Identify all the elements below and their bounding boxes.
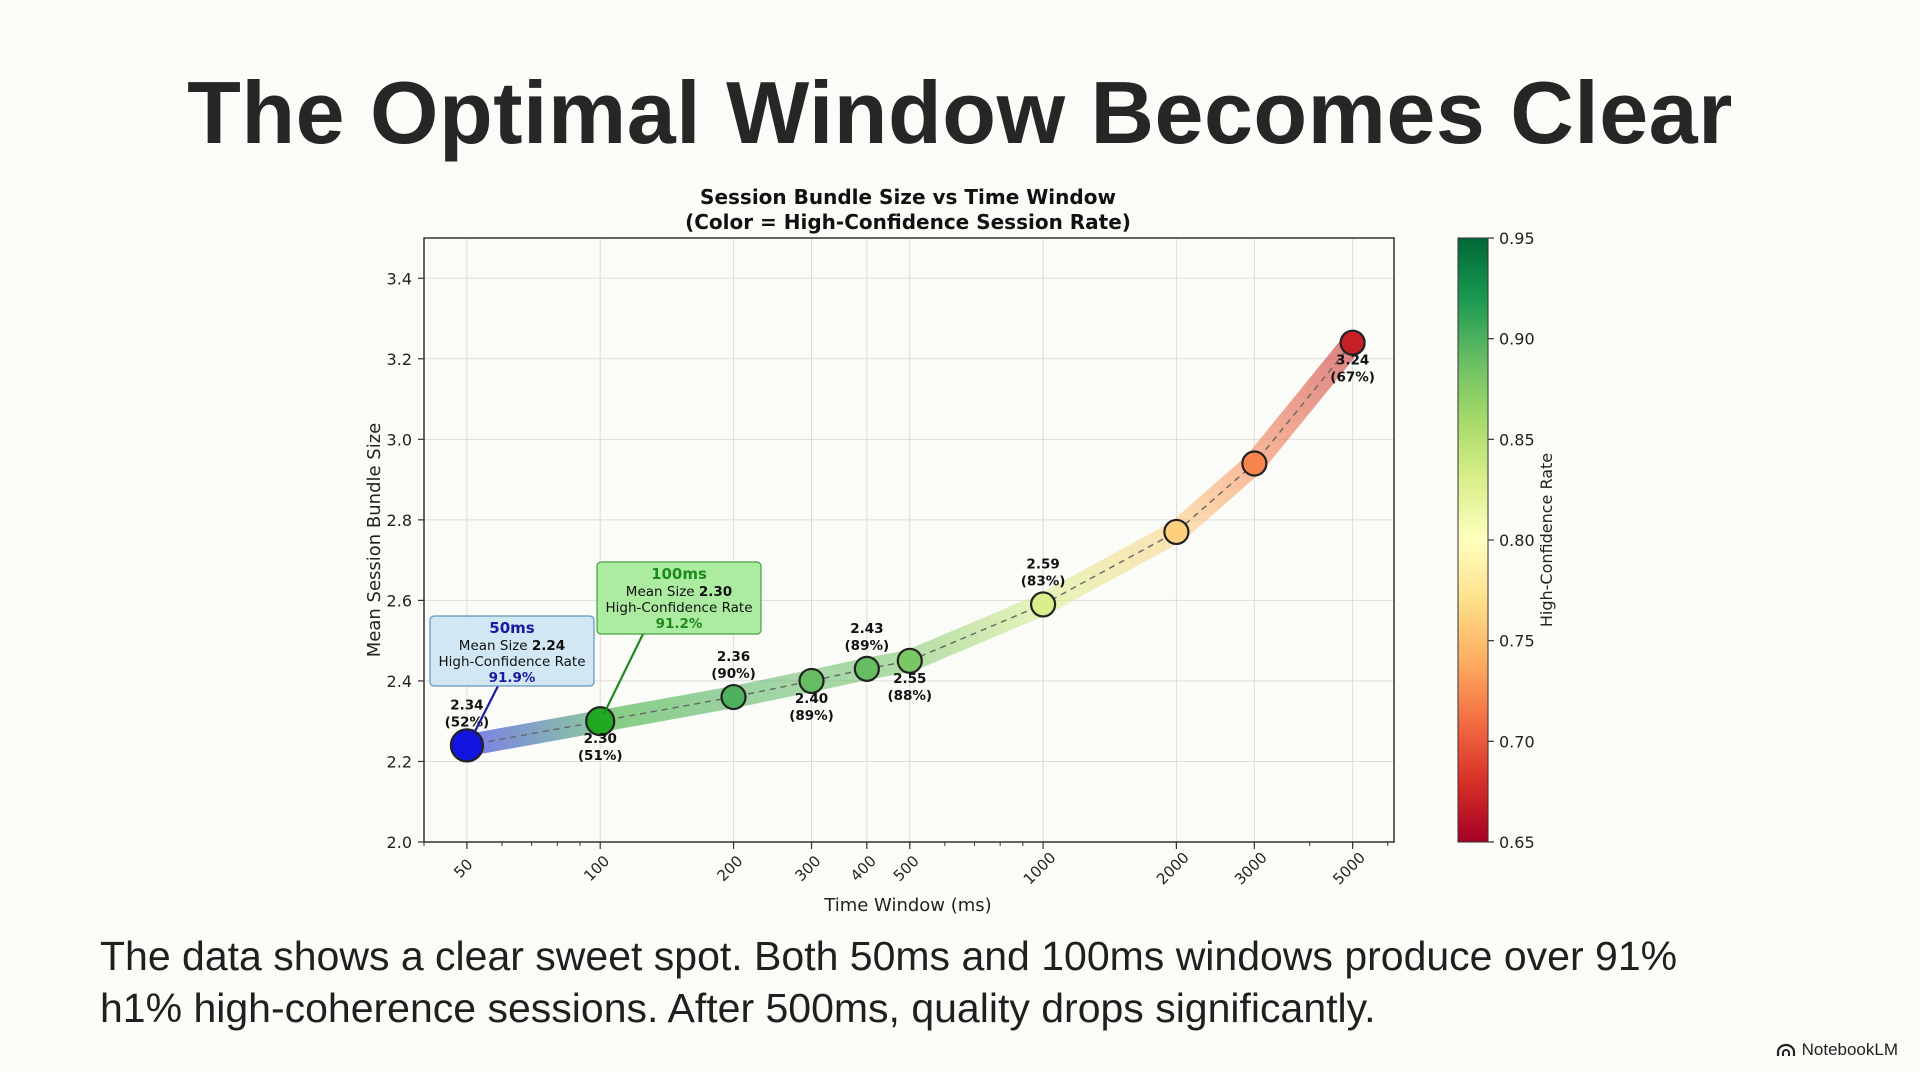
caption-line-2: h1% high-coherence sessions. After 500ms… — [100, 985, 1376, 1031]
data-label-rate: (89%) — [789, 708, 834, 724]
slide-title: The Optimal Window Becomes Clear — [187, 63, 1733, 162]
annotation-rate-value: 91.9% — [489, 670, 536, 686]
colorbar-tick-label: 0.75 — [1499, 632, 1535, 651]
data-label-rate: (90%) — [711, 666, 756, 682]
y-tick-label: 2.4 — [387, 672, 412, 691]
x-tick-label: 500 — [890, 852, 923, 885]
x-tick-label: 3000 — [1231, 849, 1271, 889]
x-tick-label: 200 — [714, 852, 747, 885]
data-point — [798, 667, 825, 695]
annotation-arrow — [471, 685, 499, 736]
annotation-rate-value: 91.2% — [656, 616, 703, 632]
annotation-box — [596, 561, 762, 635]
annotation-rate-label: High-Confidence Rate — [438, 654, 585, 670]
y-tick-label: 3.2 — [387, 350, 412, 369]
data-label-rate: (83%) — [1021, 573, 1066, 589]
data-label-rate: (88%) — [887, 688, 932, 704]
data-label-rate: (67%) — [1330, 370, 1375, 386]
data-point — [853, 655, 880, 682]
data-label-value: 2.30 — [584, 731, 617, 747]
x-axis-label: Time Window (ms) — [823, 895, 991, 916]
data-label-rate: (51%) — [578, 748, 623, 764]
annotation-mean-size: Mean Size 2.24 — [459, 638, 565, 654]
data-label-value: 2.36 — [717, 649, 750, 665]
caption-line-1: The data shows a clear sweet spot. Both … — [100, 933, 1678, 979]
annotation-title: 50ms — [489, 619, 535, 637]
data-point — [585, 706, 616, 737]
trend-line — [466, 342, 1354, 747]
colorbar — [1457, 237, 1489, 843]
data-label-value: 3.24 — [1336, 353, 1369, 369]
annotation-box — [429, 615, 595, 687]
colorbar-tick-label: 0.65 — [1499, 833, 1535, 852]
annotation-mean-size-value: 2.24 — [532, 638, 565, 654]
annotation-mean-size-value: 2.30 — [699, 584, 732, 600]
notebooklm-logo-icon — [1776, 1043, 1796, 1057]
x-tick-label: 300 — [792, 852, 825, 885]
data-label-rate: (89%) — [845, 638, 890, 654]
data-point — [1029, 591, 1057, 618]
x-tick-label: 5000 — [1329, 849, 1369, 889]
data-point — [449, 728, 485, 763]
y-tick-label: 3.0 — [387, 430, 412, 449]
data-label-value: 2.59 — [1026, 556, 1059, 572]
x-tick-label: 400 — [847, 852, 880, 885]
data-label-value: 2.40 — [795, 691, 828, 707]
data-point — [896, 647, 923, 674]
data-point — [1241, 450, 1268, 477]
x-tick-label: 2000 — [1153, 849, 1193, 889]
y-tick-label: 2.2 — [387, 752, 412, 771]
axes: 2.0 2.2 2.4 2.6 2.8 3.0 3.2 3.4 50 100 200 300 400 50… — [387, 269, 1389, 889]
colorbar-tick-label: 0.85 — [1499, 430, 1535, 449]
colorbar-tick-label: 0.80 — [1499, 531, 1535, 550]
x-tick-label: 100 — [580, 852, 613, 885]
data-point — [720, 683, 747, 711]
brand-badge: NotebookLM — [1776, 1040, 1898, 1060]
annotation-arrow — [603, 633, 644, 714]
y-tick-label: 2.8 — [387, 511, 412, 530]
y-axis-label: Mean Session Bundle Size — [364, 423, 385, 658]
brand-name: NotebookLM — [1801, 1040, 1898, 1059]
colorbar-tick-label: 0.95 — [1499, 229, 1535, 248]
grid — [424, 238, 1394, 843]
chart-title: Session Bundle Size vs Time Window — [700, 185, 1116, 209]
x-tick-label: 1000 — [1020, 849, 1060, 889]
colorbar-tick-label: 0.70 — [1499, 732, 1535, 751]
x-tick-label: 50 — [450, 855, 476, 881]
data-label-value: 2.55 — [893, 671, 926, 687]
y-tick-label: 2.0 — [387, 833, 412, 852]
data-label-value: 2.43 — [850, 621, 883, 637]
data-point — [1339, 329, 1366, 356]
colorbar-axis: 0.65 0.70 0.75 0.80 0.85 0.90 0.95 — [1488, 229, 1535, 852]
chart-subtitle: (Color = High-Confidence Session Rate) — [685, 210, 1131, 234]
data-points — [449, 329, 1366, 763]
plot-area-frame — [423, 237, 1395, 843]
colorbar-tick-label: 0.90 — [1499, 330, 1535, 349]
annotation-title: 100ms — [651, 565, 707, 583]
annotation-mean-size: Mean Size 2.30 — [626, 584, 732, 600]
data-point — [1163, 518, 1190, 546]
slide-caption: The data shows a clear sweet spot. Both … — [100, 930, 1860, 1034]
y-tick-label: 3.4 — [387, 269, 412, 288]
data-labels: 2.34(52%)2.30(51%)2.36(90%)2.40(89%)2.43… — [445, 353, 1375, 765]
annotation-rate-label: High-Confidence Rate — [605, 600, 752, 616]
colorbar-label: High-Confidence Rate — [1537, 453, 1556, 627]
data-label-value: 2.34 — [450, 697, 483, 713]
y-tick-label: 2.6 — [387, 591, 412, 610]
